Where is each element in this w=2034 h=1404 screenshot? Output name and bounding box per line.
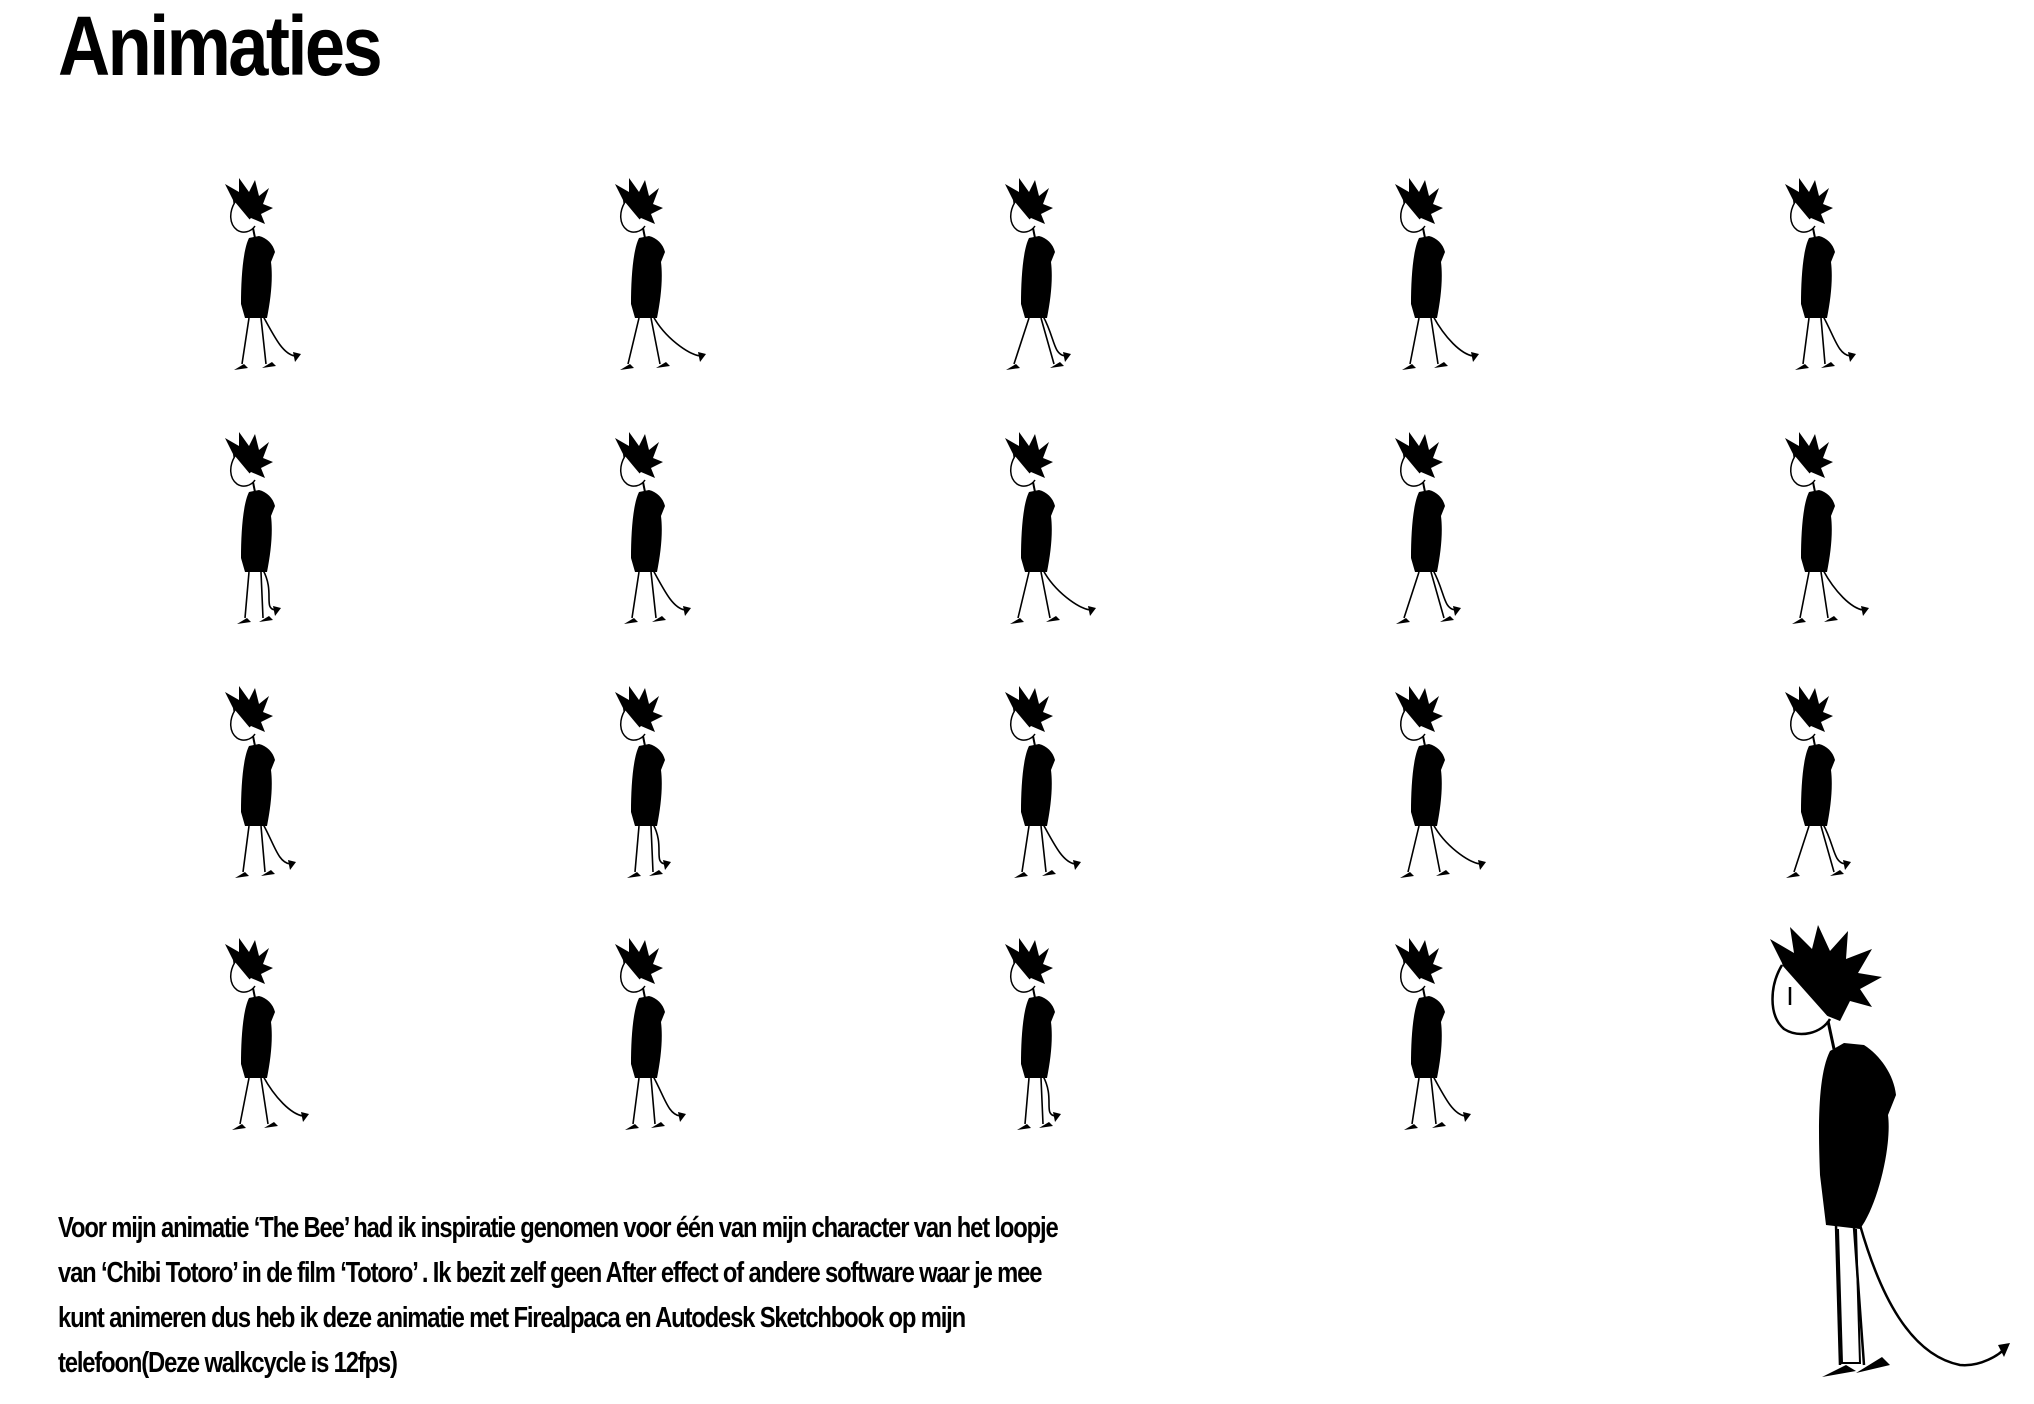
walk-cycle-frame-icon [1775, 686, 1925, 886]
walk-cycle-frame-icon [995, 938, 1145, 1138]
walk-cycle-frame-icon [1775, 432, 1925, 632]
walk-cycle-frame-icon [215, 686, 365, 886]
walk-cycle-frame-icon [215, 432, 365, 632]
page-title: Animaties [58, 0, 383, 93]
walk-cycle-frame-icon [605, 432, 755, 632]
walk-cycle-frame-icon [215, 938, 365, 1138]
walk-cycle-frame-icon [605, 178, 755, 378]
walk-cycle-frame-icon [995, 178, 1145, 378]
walk-cycle-frame-icon [995, 686, 1145, 886]
walk-cycle-frame-icon [1385, 178, 1535, 378]
walk-cycle-frame-icon [605, 686, 755, 886]
character-drawing-large-icon [1760, 925, 2010, 1395]
walk-cycle-frame-icon [1385, 938, 1535, 1138]
walk-cycle-frame-icon [605, 938, 755, 1138]
walk-cycle-frame-icon [1385, 686, 1535, 886]
walk-cycle-frame-icon [215, 178, 365, 378]
walk-cycle-frame-icon [1775, 178, 1925, 378]
description-text: Voor mijn animatie ‘The Bee’ had ik insp… [58, 1212, 1059, 1379]
walk-cycle-frame-icon [1385, 432, 1535, 632]
walk-cycle-frame-icon [995, 432, 1145, 632]
